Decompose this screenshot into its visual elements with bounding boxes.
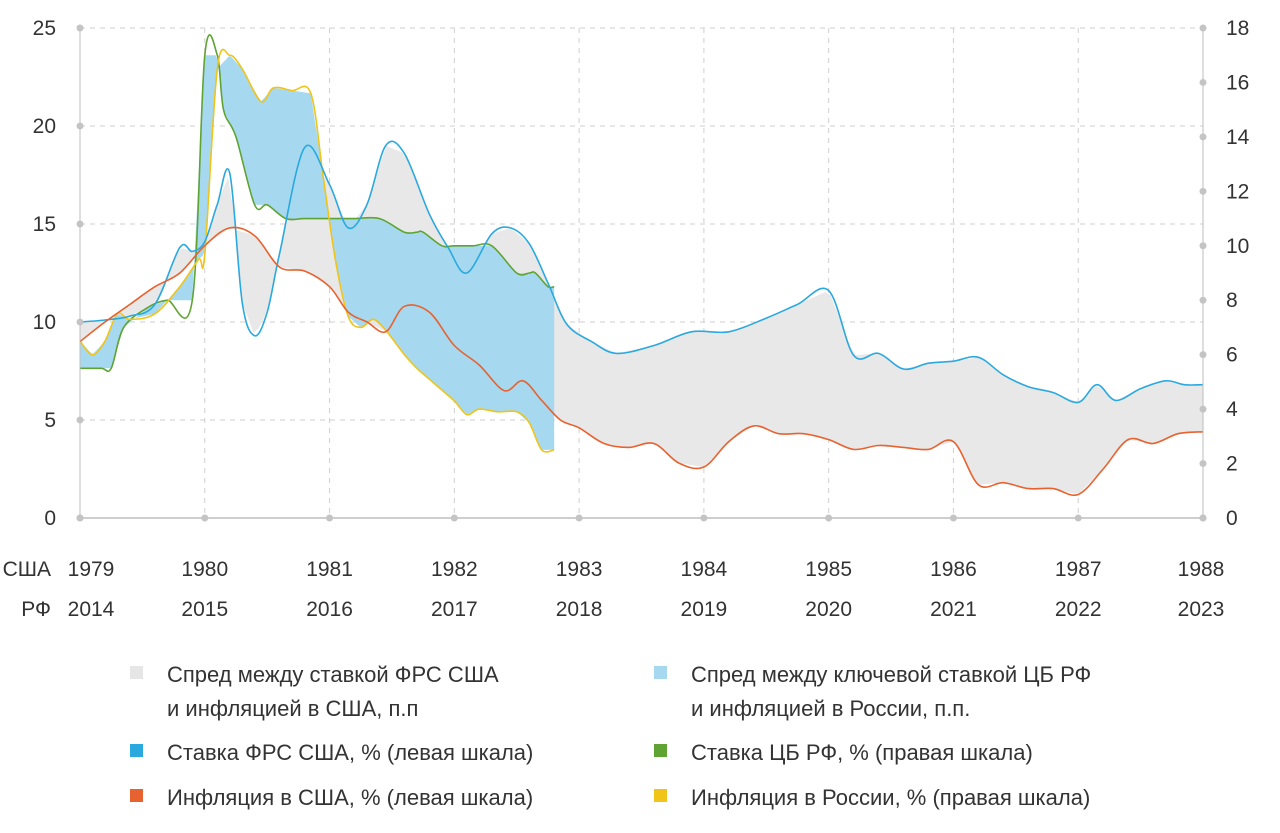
- y-left-tick-dot: [76, 220, 84, 228]
- y-left-tick-dot: [76, 122, 84, 130]
- legend-label-us-inflation: Инфляция в США, % (левая шкала): [167, 785, 534, 810]
- x-tick-label: 1988: [1178, 558, 1225, 581]
- x-tick-label: 1984: [681, 558, 728, 581]
- legend-swatch-cbr-rate: [654, 744, 667, 757]
- x-tick-label: 2014: [68, 598, 115, 621]
- x-tick-label: 2020: [805, 598, 852, 621]
- legend-label-ru-spread: Спред между ключевой ставкой ЦБ РФ и инф…: [691, 658, 1091, 726]
- legend-label-line: и инфляцией в США, п.п: [167, 696, 419, 721]
- y-right-tick-dot: [1199, 296, 1207, 304]
- legend-label-line: Спред между ставкой ФРС США: [167, 662, 499, 687]
- x-tick-label: 2019: [681, 598, 728, 621]
- x-tick-label: 1985: [805, 558, 852, 581]
- x-tick-dot: [201, 514, 209, 522]
- y-left-tick-dot: [76, 318, 84, 326]
- y-right-tick-label: 8: [1226, 289, 1238, 312]
- y-left-tick-label: 15: [33, 213, 56, 236]
- y-right-tick-dot: [1199, 187, 1207, 195]
- x-tick-dot: [825, 514, 833, 522]
- x-tick-label: 2015: [181, 598, 228, 621]
- x-tick-dot: [450, 514, 458, 522]
- y-right-tick-label: 18: [1226, 17, 1249, 40]
- x-tick-dot: [700, 514, 708, 522]
- legend-swatch-ru-spread: [654, 666, 667, 679]
- x-tick-label: 1979: [68, 558, 115, 581]
- x-tick-dot: [949, 514, 957, 522]
- x-tick-dot: [326, 514, 334, 522]
- y-right-tick-dot: [1199, 405, 1207, 413]
- x-tick-label: 1980: [181, 558, 228, 581]
- legend-swatch-us-spread: [130, 666, 143, 679]
- legend-label-fed-rate: Ставка ФРС США, % (левая шкала): [167, 740, 534, 765]
- x-tick-label: 2023: [1178, 598, 1225, 621]
- legend-label-line: и инфляцией в России, п.п.: [691, 696, 971, 721]
- x-tick-label: 1986: [930, 558, 977, 581]
- x-tick-label: 2017: [431, 598, 478, 621]
- y-left-tick-label: 20: [33, 115, 56, 138]
- y-right-tick-dot: [1199, 460, 1207, 468]
- y-right-tick-dot: [1199, 242, 1207, 250]
- chart: 0 5 10 15 20 25 0 2 4 6 8 10 12 14 16 18 США 1979 1980 1981…: [3, 17, 1250, 621]
- y-left-tick-dot: [76, 416, 84, 424]
- y-right-tick-label: 4: [1226, 398, 1238, 421]
- legend-swatch-fed-rate: [130, 744, 143, 757]
- spread-area-ru: [80, 55, 555, 450]
- legend-item-us-inflation: Инфляция в США, % (левая шкала): [130, 781, 533, 815]
- x-tick-dot: [575, 514, 583, 522]
- x-tick-label: 1983: [556, 558, 603, 581]
- x-tick-dot: [1074, 514, 1082, 522]
- y-left-tick-label: 10: [33, 311, 56, 334]
- legend-label-cbr-rate: Ставка ЦБ РФ, % (правая шкала): [691, 740, 1033, 765]
- legend-item-fed-rate: Ставка ФРС США, % (левая шкала): [130, 736, 533, 770]
- y-right-tick-dot: [1199, 24, 1207, 32]
- line-us-inflation: [79, 226, 1204, 497]
- x-tick-dot: [76, 514, 84, 522]
- y-right-tick-label: 6: [1226, 344, 1238, 367]
- y-right-tick-label: 0: [1226, 507, 1238, 530]
- x-tick-label: 2021: [930, 598, 977, 621]
- line-ru-inflation: [79, 48, 555, 453]
- y-right-tick-dot: [1199, 351, 1207, 359]
- y-right-tick-label: 10: [1226, 235, 1249, 258]
- line-cbr-rate: [80, 34, 555, 373]
- y-left-tick-dot: [76, 24, 84, 32]
- legend: Спред между ставкой ФРС США и инфляцией …: [0, 640, 1280, 833]
- y-right-tick-label: 14: [1226, 126, 1250, 149]
- legend-item-us-spread: Спред между ставкой ФРС США и инфляцией …: [130, 658, 499, 726]
- spread-area-us: [80, 145, 1203, 494]
- y-right-tick-label: 2: [1226, 453, 1238, 476]
- x-tick-label: 1982: [431, 558, 478, 581]
- y-left-tick-label: 25: [33, 17, 56, 40]
- x-tick-dot: [1199, 514, 1207, 522]
- y-right-tick-label: 16: [1226, 71, 1249, 94]
- x-tick-label: 2022: [1055, 598, 1102, 621]
- y-right-tick-label: 12: [1226, 180, 1249, 203]
- legend-swatch-us-inflation: [130, 789, 143, 802]
- chart-svg: 0 5 10 15 20 25 0 2 4 6 8 10 12 14 16 18 США 1979 1980 1981…: [3, 17, 1250, 621]
- x-row-label: США: [3, 558, 51, 581]
- y-left-tick-label: 0: [44, 507, 56, 530]
- y-right-tick-dot: [1199, 78, 1207, 86]
- legend-item-cbr-rate: Ставка ЦБ РФ, % (правая шкала): [654, 736, 1033, 770]
- legend-item-ru-spread: Спред между ключевой ставкой ЦБ РФ и инф…: [654, 658, 1091, 726]
- legend-label-us-spread: Спред между ставкой ФРС США и инфляцией …: [167, 658, 499, 726]
- legend-swatch-ru-inflation: [654, 789, 667, 802]
- y-right-tick-dot: [1199, 133, 1207, 141]
- legend-label-line: Спред между ключевой ставкой ЦБ РФ: [691, 662, 1092, 687]
- line-fed-rate: [79, 140, 1204, 404]
- x-tick-label: 2016: [306, 598, 353, 621]
- x-tick-label: 1987: [1055, 558, 1102, 581]
- legend-item-ru-inflation: Инфляция в России, % (правая шкала): [654, 781, 1090, 815]
- x-tick-label: 1981: [306, 558, 353, 581]
- y-left-tick-label: 5: [44, 409, 56, 432]
- x-tick-label: 2018: [556, 598, 603, 621]
- x-row-label: РФ: [21, 598, 51, 621]
- legend-label-ru-inflation: Инфляция в России, % (правая шкала): [691, 785, 1091, 810]
